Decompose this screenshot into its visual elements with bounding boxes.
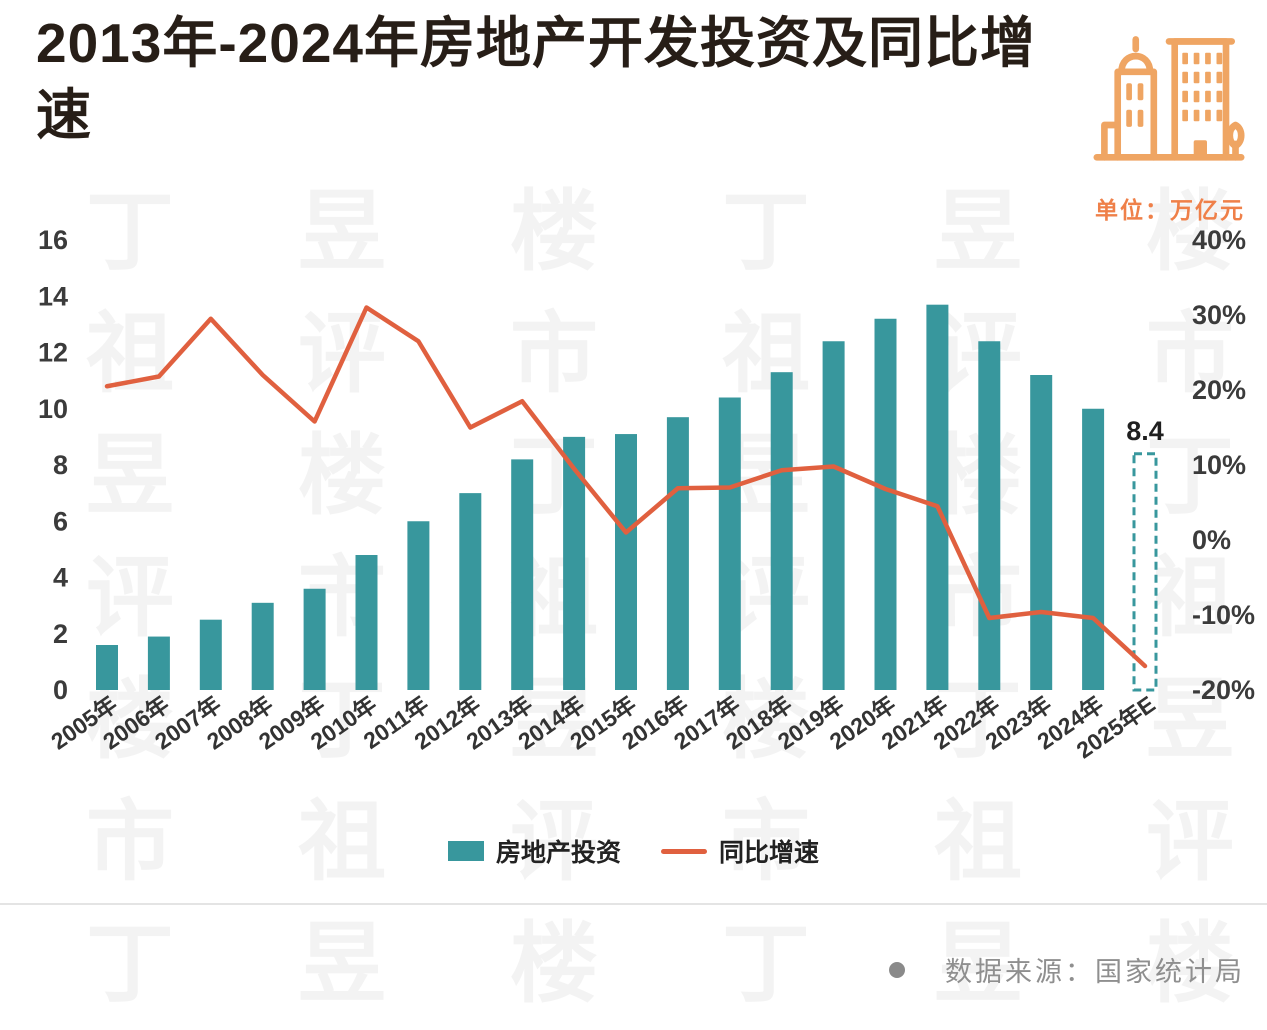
left-tick: 16 <box>38 225 68 255</box>
buildings-icon <box>1093 36 1245 161</box>
right-tick: 0% <box>1192 525 1231 555</box>
bar-2006年 <box>147 636 170 690</box>
left-tick: 8 <box>53 450 68 480</box>
source-bullet-icon <box>889 961 905 978</box>
left-tick: 12 <box>38 338 68 368</box>
bar-2011年 <box>407 521 430 690</box>
line-legend-swatch <box>661 848 707 854</box>
bar-2009年 <box>303 588 326 690</box>
right-tick: -20% <box>1192 675 1255 705</box>
right-axis-labels: 40% 30% 20% 10% 0% -10% -20% <box>1192 225 1255 705</box>
bar-2014年 <box>563 436 586 690</box>
right-tick: 30% <box>1192 300 1246 330</box>
data-source-text: 数据来源：国家统计局 <box>945 957 1245 987</box>
bar-2010年 <box>355 555 378 690</box>
bar-2008年 <box>251 602 274 690</box>
bar-2013年 <box>511 459 534 690</box>
bar-2007年 <box>199 619 222 690</box>
left-tick: 0 <box>53 675 68 705</box>
left-tick: 2 <box>53 619 68 649</box>
left-tick: 6 <box>53 506 68 536</box>
line-legend-label: 同比增速 <box>719 839 820 867</box>
bar-2022年 <box>978 341 1001 690</box>
divider-line <box>0 903 1267 905</box>
chart-legend: 房地产投资 同比增速 <box>0 833 1267 869</box>
bar-2005年 <box>96 645 118 690</box>
bar-series <box>96 304 1158 692</box>
right-tick: 10% <box>1192 450 1246 480</box>
right-tick: 40% <box>1192 225 1246 255</box>
bar-2024年 <box>1082 408 1105 690</box>
bar-2016年 <box>666 417 689 690</box>
right-tick: -10% <box>1192 600 1255 630</box>
bar-legend-label: 房地产投资 <box>495 839 621 867</box>
source-row: 数据来源：国家统计局 <box>889 950 1245 989</box>
left-tick: 10 <box>38 394 68 424</box>
bar-2023年 <box>1030 375 1053 690</box>
bar-2019年 <box>822 341 845 690</box>
right-tick: 20% <box>1192 375 1246 405</box>
left-tick: 14 <box>38 281 68 311</box>
left-tick: 4 <box>53 563 68 593</box>
bar-legend-swatch <box>447 841 484 861</box>
unit-label: 单位：万亿元 <box>1095 197 1245 223</box>
bar-2012年 <box>459 493 482 690</box>
forecast-bar-2025年E <box>1132 452 1158 692</box>
growth-line <box>104 305 1148 669</box>
x-axis-labels: 2005年2006年2007年2008年2009年2010年2011年2012年… <box>46 691 1160 764</box>
page-title: 2013年-2024年房地产开发投资及同比增速 <box>36 12 1037 146</box>
bar-2020年 <box>874 318 897 690</box>
bar-2021年 <box>926 304 949 690</box>
bar-2018年 <box>770 372 793 690</box>
bar-2017年 <box>718 397 741 690</box>
bar-2015年 <box>615 434 637 690</box>
left-axis-labels: 0 2 4 6 8 10 12 14 16 <box>38 225 68 705</box>
forecast-value-label: 8.4 <box>1126 416 1164 446</box>
